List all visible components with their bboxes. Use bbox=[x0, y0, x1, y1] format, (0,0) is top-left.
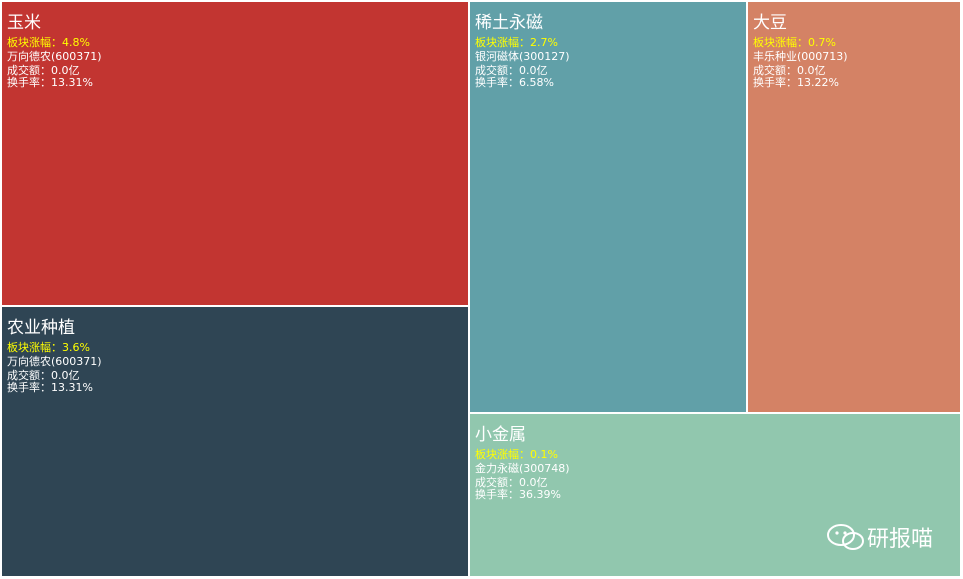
tile-info: 万向德农(600371) bbox=[7, 50, 102, 63]
tile-info: 银河磁体(300127) bbox=[475, 50, 570, 63]
tile-info: 换手率：36.39% bbox=[475, 488, 561, 501]
tile-info: 换手率：13.31% bbox=[7, 381, 93, 394]
tile-info: 成交额：0.0亿 bbox=[7, 369, 80, 382]
tile-info: 板块涨幅：0.1% bbox=[475, 448, 558, 461]
tile-info: 板块涨幅：4.8% bbox=[7, 36, 90, 49]
tile-info: 成交额：0.0亿 bbox=[753, 64, 826, 77]
tile-info: 换手率：6.58% bbox=[475, 76, 554, 89]
tile-info: 丰乐种业(000713) bbox=[753, 50, 848, 63]
tile-info: 成交额：0.0亿 bbox=[475, 476, 548, 489]
tile[interactable]: 小金属板块涨幅：0.1% 金力永磁(300748) 成交额：0.0亿 换手率：36.3… bbox=[470, 414, 960, 576]
tile-name: 玉米 bbox=[7, 13, 41, 33]
tile-info: 万向德农(600371) bbox=[7, 355, 102, 368]
wechat-icon bbox=[826, 524, 864, 550]
tile-name: 稀土永磁 bbox=[475, 13, 543, 33]
watermark-text: 研报喵 bbox=[866, 527, 933, 552]
tile[interactable]: 农业种植板块涨幅：3.6% 万向德农(600371) 成交额：0.0亿 换手率：13.… bbox=[2, 307, 468, 576]
tile-name: 小金属 bbox=[475, 425, 526, 445]
tile[interactable]: 大豆板块涨幅：0.7% 丰乐种业(000713) 成交额：0.0亿 换手率：13.22… bbox=[748, 2, 960, 412]
watermark: 研报喵 bbox=[825, 521, 933, 553]
tile[interactable]: 玉米板块涨幅：4.8% 万向德农(600371) 成交额：0.0亿 换手率：13.31… bbox=[2, 2, 468, 305]
tile-info: 板块涨幅：0.7% bbox=[753, 36, 836, 49]
tile-info: 金力永磁(300748) bbox=[475, 462, 570, 475]
tile-name: 农业种植 bbox=[7, 318, 75, 338]
tile[interactable]: 稀土永磁板块涨幅：2.7% 银河磁体(300127) 成交额：0.0亿 换手率：6.5… bbox=[470, 2, 746, 412]
tile-info: 板块涨幅：2.7% bbox=[475, 36, 558, 49]
tile-info: 换手率：13.22% bbox=[753, 76, 839, 89]
tile-name: 大豆 bbox=[753, 13, 787, 33]
tile-info: 成交额：0.0亿 bbox=[7, 64, 80, 77]
tile-info: 换手率：13.31% bbox=[7, 76, 93, 89]
tile-info: 板块涨幅：3.6% bbox=[7, 341, 90, 354]
tile-info: 成交额：0.0亿 bbox=[475, 64, 548, 77]
